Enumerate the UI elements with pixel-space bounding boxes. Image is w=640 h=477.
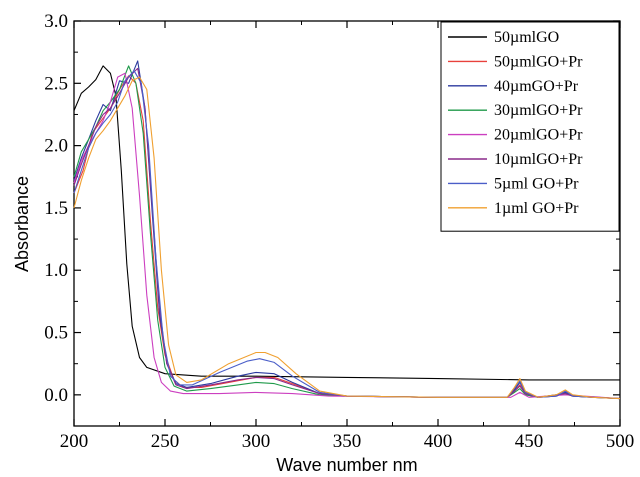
x-axis-title: Wave number nm [276,455,417,475]
y-axis-title: Absorbance [12,176,32,272]
series-lines [73,60,621,400]
legend-label: 10µmlGO+Pr [494,151,583,168]
legend: 50µmlGO 50µmlGO+Pr 40µmGO+Pr 30µmlGO+Pr 20µm… [440,21,620,232]
series-line [73,76,621,400]
y-tick-label: 0.0 [44,385,68,406]
y-tick-label: 3.0 [44,11,68,32]
x-tick-label: 500 [606,431,635,452]
legend-label: 5µml GO+Pr [494,175,579,192]
x-tick-label: 300 [242,431,271,452]
legend-box [440,21,620,232]
x-tick-label: 350 [333,431,362,452]
y-tick-label: 2.5 [44,73,68,94]
series-line [73,67,621,400]
legend-label: 30µmlGO+Pr [494,102,583,119]
y-tick-label: 1.5 [44,198,68,219]
legend-label: 50µmlGO+Pr [494,53,583,70]
legend-label: 1µml GO+Pr [494,200,579,217]
x-tick-label: 400 [424,431,453,452]
legend-label: 50µmlGO [494,29,559,46]
y-tick-label: 1.0 [44,260,68,281]
x-tick-label: 450 [515,431,544,452]
legend-label: 40µmGO+Pr [494,78,579,95]
legend-label: 20µmlGO+Pr [494,127,583,144]
y-tick-label: 0.5 [44,323,68,344]
axis-ticks: 200 250 300 350 400 450 500 0.0 0.5 1.0 1.5 2.0 2.5 3… [44,11,634,452]
series-line [73,70,621,400]
series-line [73,72,621,400]
series-line [73,65,620,381]
y-tick-label: 2.0 [44,136,68,157]
x-tick-label: 200 [60,431,89,452]
x-tick-label: 250 [151,431,180,452]
